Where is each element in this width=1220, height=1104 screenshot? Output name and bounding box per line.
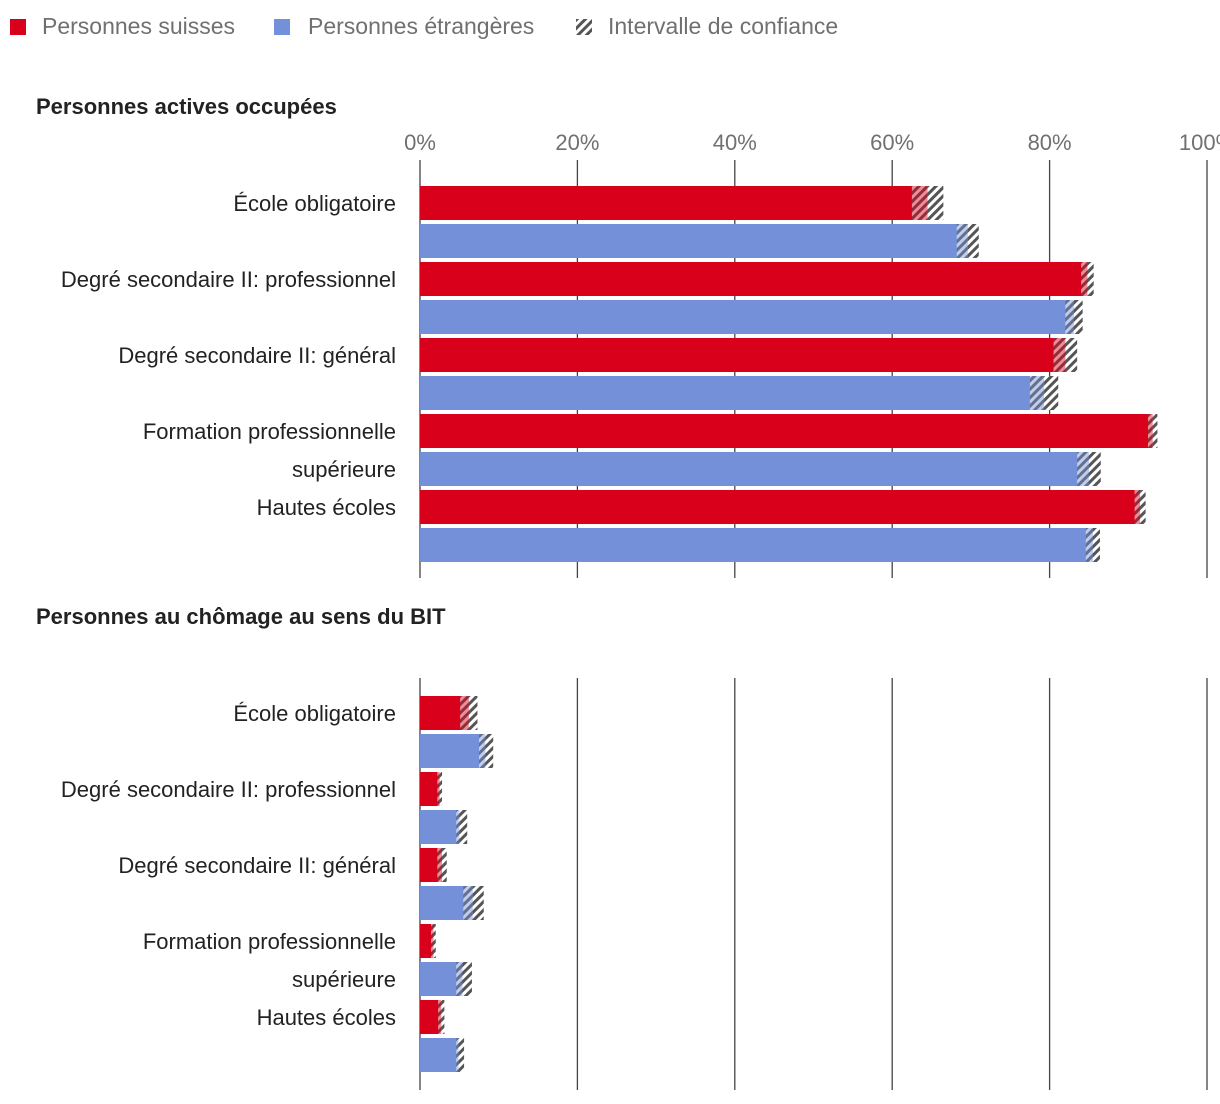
ci-inner-hatch-swiss: [438, 1000, 442, 1034]
legend-foreign-swatch: [274, 19, 290, 35]
legend-foreign-label: Personnes étrangères: [308, 13, 534, 39]
ci-outer-foreign: [1044, 376, 1059, 410]
bar-swiss: [420, 772, 440, 806]
ci-outer-swiss: [1087, 262, 1094, 296]
bar-foreign: [420, 376, 1045, 410]
category-label: supérieure: [292, 967, 396, 992]
ci-inner-hatch-swiss: [1147, 414, 1153, 448]
ci-outer-foreign: [462, 962, 472, 996]
ci-outer-swiss: [927, 186, 944, 220]
x-tick-label: 20%: [555, 130, 599, 155]
ci-outer-foreign: [472, 886, 484, 920]
ci-inner-hatch-swiss: [431, 924, 434, 958]
ci-inner-hatch-swiss: [1081, 262, 1088, 296]
category-label: Degré secondaire II: général: [118, 853, 396, 878]
ci-inner-hatch-foreign: [456, 810, 460, 844]
bar-foreign: [420, 300, 1074, 334]
ci-inner-hatch-foreign: [1065, 300, 1074, 334]
ci-inner-hatch-swiss: [437, 772, 440, 806]
ci-outer-swiss: [1140, 490, 1146, 524]
bar-foreign: [420, 810, 460, 844]
bar-swiss: [420, 338, 1066, 372]
category-label: École obligatoire: [233, 701, 396, 726]
legend-ci-swatch: [576, 19, 592, 35]
ci-inner-hatch-foreign: [1085, 528, 1093, 562]
bar-foreign: [420, 452, 1089, 486]
bar-swiss: [420, 414, 1153, 448]
category-label: Formation professionnelle: [143, 929, 396, 954]
legend-swiss-label: Personnes suisses: [42, 13, 235, 39]
ci-inner-hatch-foreign: [456, 1038, 459, 1072]
bar-foreign: [420, 1038, 459, 1072]
ci-outer-foreign: [1092, 528, 1100, 562]
ci-outer-swiss: [442, 848, 447, 882]
ci-inner-hatch-swiss: [911, 186, 928, 220]
ci-inner-hatch-foreign: [956, 224, 968, 258]
category-label: Degré secondaire II: professionnel: [61, 777, 396, 802]
bar-swiss: [420, 848, 443, 882]
ci-inner-hatch-foreign: [456, 962, 463, 996]
category-label: Degré secondaire II: général: [118, 343, 396, 368]
x-tick-label: 100%: [1179, 130, 1220, 155]
ci-inner-hatch-foreign: [1077, 452, 1089, 486]
ci-outer-swiss: [441, 1000, 445, 1034]
bar-foreign: [420, 224, 968, 258]
legend-swiss-swatch: [10, 19, 26, 35]
panel-employed-title: Personnes actives occupées: [36, 94, 337, 119]
category-label: Hautes écoles: [257, 1005, 396, 1030]
ci-outer-foreign: [485, 734, 494, 768]
bar-foreign: [420, 962, 463, 996]
bar-foreign: [420, 734, 486, 768]
ci-outer-foreign: [459, 810, 468, 844]
x-tick-label: 0%: [404, 130, 436, 155]
ci-inner-hatch-swiss: [460, 696, 469, 730]
x-tick-label: 60%: [870, 130, 914, 155]
ci-outer-swiss: [1152, 414, 1158, 448]
category-label: Degré secondaire II: professionnel: [61, 267, 396, 292]
bar-swiss: [420, 924, 434, 958]
category-label: supérieure: [292, 457, 396, 482]
ci-outer-foreign: [458, 1038, 465, 1072]
bar-swiss: [420, 490, 1141, 524]
ci-outer-foreign: [1088, 452, 1101, 486]
ci-outer-foreign: [1073, 300, 1083, 334]
ci-outer-swiss: [468, 696, 478, 730]
ci-inner-hatch-swiss: [437, 848, 443, 882]
ci-outer-swiss: [439, 772, 443, 806]
panel-unemployed: École obligatoire Degré secondaire II: pr…: [61, 678, 1208, 1090]
bar-swiss: [420, 1000, 442, 1034]
ci-inner-hatch-foreign: [479, 734, 486, 768]
panel-unemployed-title: Personnes au chômage au sens du BIT: [36, 604, 446, 629]
ci-inner-hatch-foreign: [463, 886, 473, 920]
category-label: Hautes écoles: [257, 495, 396, 520]
bar-foreign: [420, 528, 1093, 562]
bar-swiss: [420, 262, 1088, 296]
x-tick-label: 40%: [713, 130, 757, 155]
category-label: Formation professionnelle: [143, 419, 396, 444]
panel-employed: 0% 20% 40% 60% 80% 100% École obligatoire Degré…: [61, 130, 1220, 578]
ci-inner-hatch-foreign: [1029, 376, 1045, 410]
x-tick-label: 80%: [1028, 130, 1072, 155]
bar-swiss: [420, 186, 928, 220]
ci-outer-swiss: [1065, 338, 1078, 372]
ci-inner-hatch-swiss: [1134, 490, 1141, 524]
ci-outer-swiss: [433, 924, 436, 958]
ci-outer-foreign: [967, 224, 979, 258]
category-label: École obligatoire: [233, 191, 396, 216]
ci-inner-hatch-swiss: [1053, 338, 1066, 372]
legend-ci-label: Intervalle de confiance: [608, 13, 838, 39]
legend: Personnes suisses Personnes étrangères I…: [10, 13, 838, 39]
